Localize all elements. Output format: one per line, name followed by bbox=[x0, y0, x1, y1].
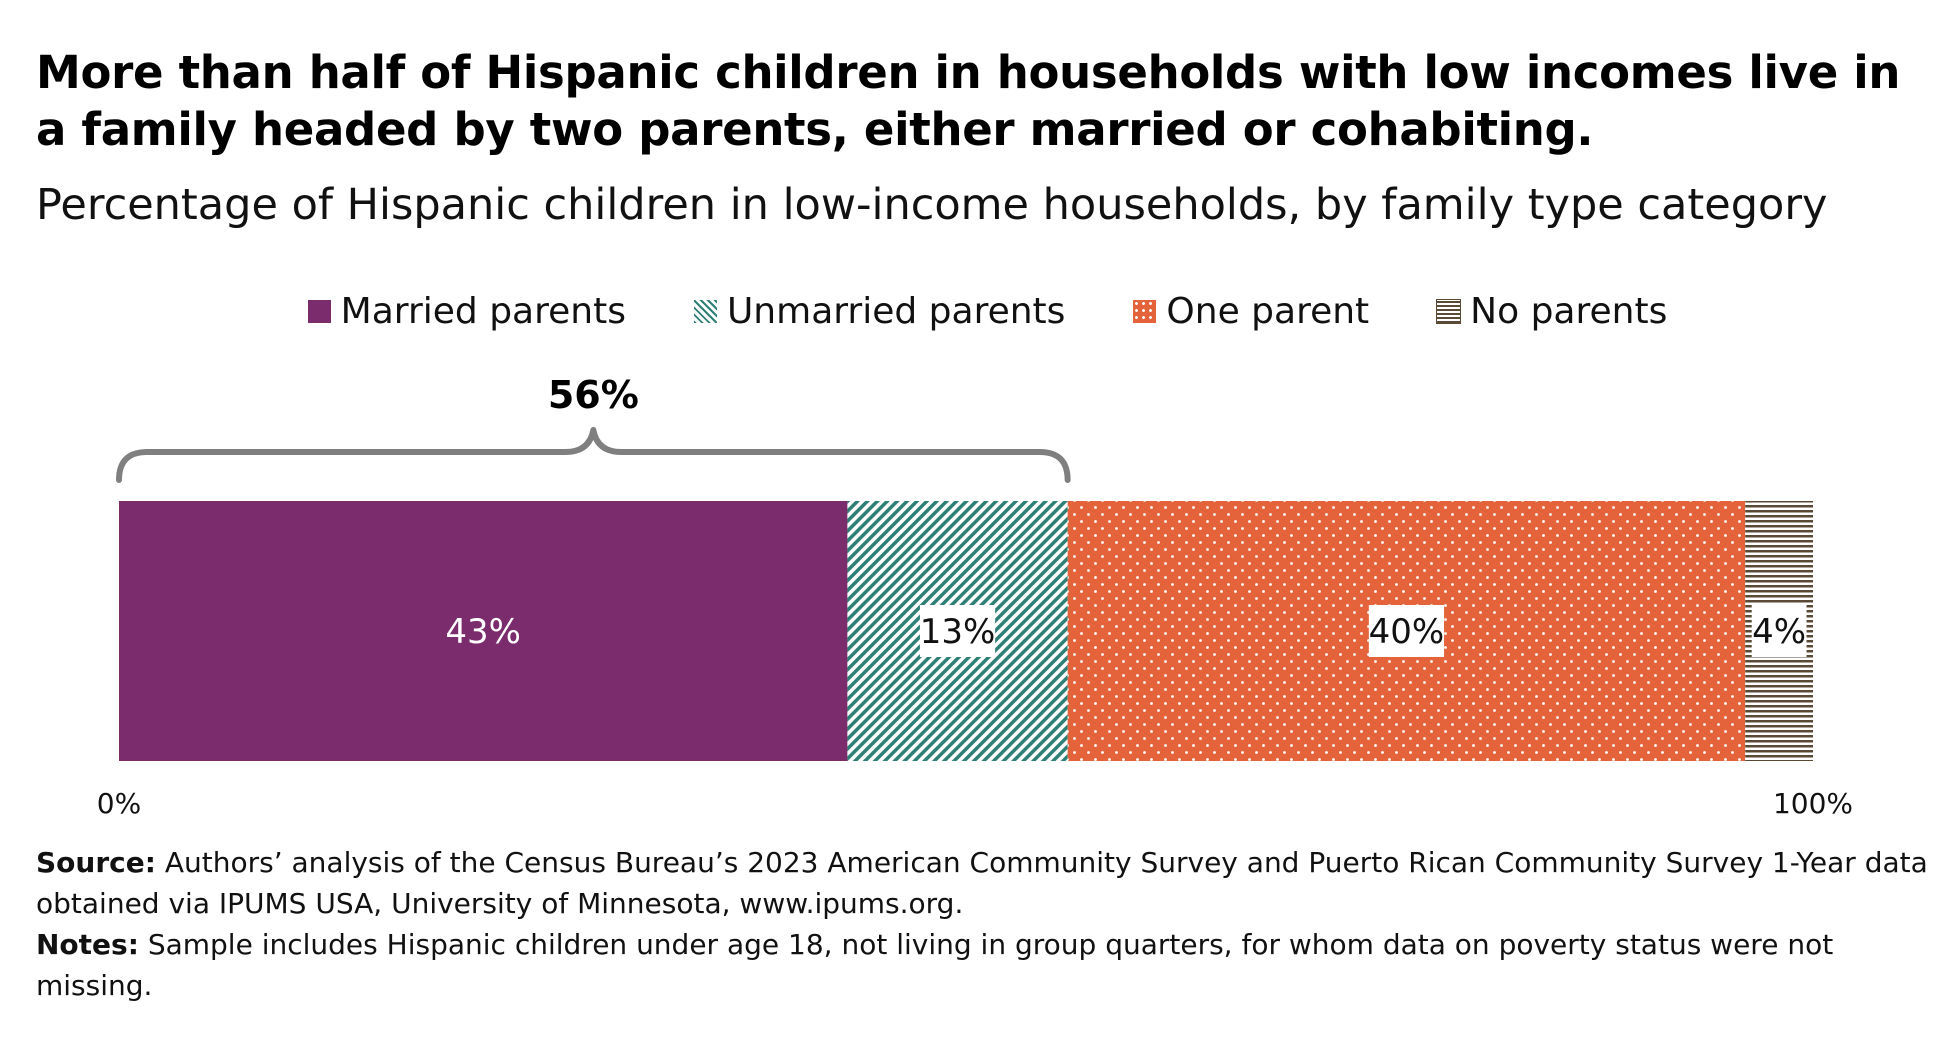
notes-label: Notes: bbox=[36, 928, 139, 961]
legend-label-no-parents: No parents bbox=[1470, 290, 1668, 332]
x-tick-label: 100% bbox=[1773, 787, 1853, 820]
legend-item-married: Married parents bbox=[307, 290, 626, 332]
married-swatch-icon bbox=[307, 299, 331, 323]
bar-labels: 43% 13% 40% 4% bbox=[445, 605, 1807, 657]
legend: Married parents Unmarried parents One pa… bbox=[0, 286, 1960, 336]
x-tick-label: 0% bbox=[97, 787, 141, 820]
unmarried-swatch-icon bbox=[693, 299, 717, 323]
value-label-no-parents: 4% bbox=[1752, 612, 1806, 652]
axis-ticks: 0% 100% bbox=[97, 787, 1853, 820]
notes-text: Sample includes Hispanic children under … bbox=[36, 928, 1834, 1002]
label-background bbox=[1751, 605, 1807, 657]
legend-item-one-parent: One parent bbox=[1133, 291, 1369, 332]
chart-title: More than half of Hispanic children in h… bbox=[36, 46, 1901, 156]
value-label-one-parent: 40% bbox=[1369, 612, 1445, 652]
chart-subtitle: Percentage of Hispanic children in low-i… bbox=[36, 180, 1828, 230]
bracket-path bbox=[116, 427, 1071, 483]
legend-label-married: Married parents bbox=[340, 290, 626, 332]
value-label-unmarried: 13% bbox=[920, 612, 996, 652]
bracket-annotation: 56% bbox=[116, 373, 1071, 483]
legend-label-unmarried: Unmarried parents bbox=[726, 290, 1066, 332]
one-parent-swatch-icon bbox=[1133, 299, 1157, 323]
label-background bbox=[1368, 605, 1445, 657]
bar-segment-married bbox=[119, 501, 848, 761]
stacked-bar-chart: 56% 43% 13% 40% 4% 0% 100% bbox=[97, 373, 1853, 820]
no-parents-swatch-icon bbox=[1436, 298, 1462, 324]
chart-notes: Source: Authors’ analysis of the Census … bbox=[36, 842, 1936, 1006]
legend-item-no-parents: No parents bbox=[1436, 290, 1668, 332]
source-line: Source: Authors’ analysis of the Census … bbox=[36, 842, 1936, 924]
legend-label-one-parent: One parent bbox=[1166, 290, 1370, 332]
notes-line: Notes: Sample includes Hispanic children… bbox=[36, 924, 1936, 1006]
value-label-married: 43% bbox=[445, 612, 521, 652]
label-background bbox=[919, 605, 996, 657]
legend-item-unmarried: Unmarried parents bbox=[693, 290, 1066, 332]
source-label: Source: bbox=[36, 846, 156, 879]
source-text: Authors’ analysis of the Census Bureau’s… bbox=[36, 846, 1928, 920]
bracket-label: 56% bbox=[548, 373, 639, 417]
